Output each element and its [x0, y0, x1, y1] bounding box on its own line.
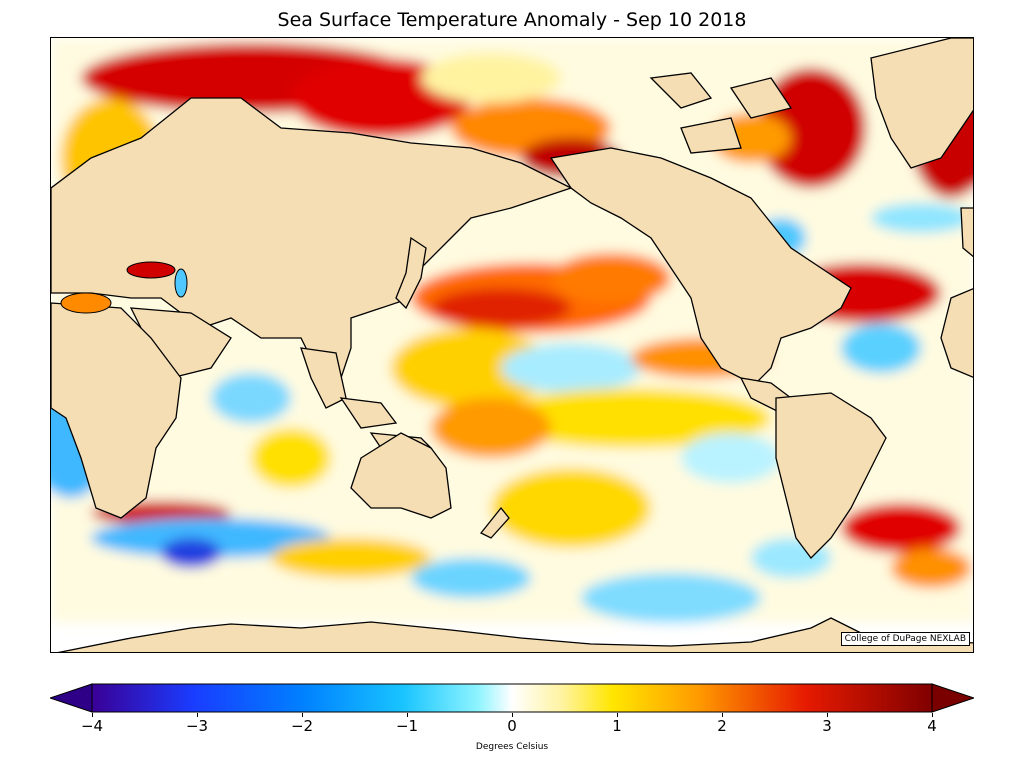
credit-label: College of DuPage NEXLAB — [840, 632, 970, 646]
colorbar-tick-mark — [932, 713, 933, 717]
colorbar-tick-mark — [302, 713, 303, 717]
colorbar-tick-mark — [197, 713, 198, 717]
colorbar-tick-mark — [512, 713, 513, 717]
map-canvas — [51, 38, 973, 652]
colorbar-tick-mark — [407, 713, 408, 717]
colorbar-tick-label: −3 — [185, 717, 209, 735]
inland-seas — [60, 261, 188, 314]
colorbar-tick-mark — [827, 713, 828, 717]
colorbar-tick-mark — [92, 713, 93, 717]
colorbar-tick-label: 2 — [717, 717, 727, 735]
colorbar-tick-label: −1 — [395, 717, 419, 735]
anomaly-field — [51, 38, 973, 652]
colorbar-tick-label: 1 — [612, 717, 622, 735]
sst-anomaly-map: College of DuPage NEXLAB — [50, 37, 974, 653]
colorbar-low-extend — [50, 683, 93, 713]
colorbar-tick-mark — [722, 713, 723, 717]
colorbar-tick-label: −4 — [80, 717, 104, 735]
colorbar-gradient — [91, 683, 933, 713]
colorbar-tick-label: −2 — [290, 717, 314, 735]
map-title: Sea Surface Temperature Anomaly - Sep 10… — [277, 9, 747, 31]
colorbar-label: Degrees Celsius — [475, 742, 549, 752]
colorbar-tick-label: 3 — [822, 717, 832, 735]
colorbar-tick-label: 0 — [507, 717, 517, 735]
colorbar-tick-label: 4 — [927, 717, 937, 735]
colorbar-tick-mark — [617, 713, 618, 717]
colorbar — [50, 683, 974, 713]
colorbar-high-extend — [931, 683, 974, 713]
landmasses — [51, 38, 973, 652]
